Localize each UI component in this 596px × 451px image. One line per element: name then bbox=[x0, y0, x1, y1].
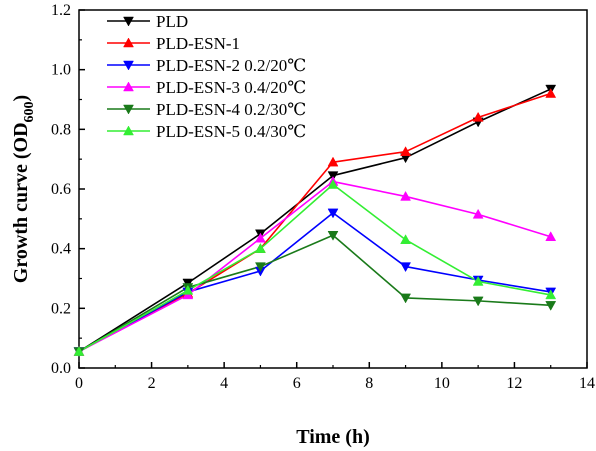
y-tick-label: 1.2 bbox=[51, 2, 71, 19]
data-point-series-6 bbox=[400, 234, 411, 244]
y-tick-label: 1.0 bbox=[51, 62, 71, 79]
data-point-series-5 bbox=[327, 230, 339, 241]
legend-item: PLD-ESN-3 0.4/20℃ bbox=[107, 78, 306, 97]
y-axis-title-main: Growth curve (OD bbox=[10, 122, 32, 283]
legend-label: PLD-ESN-5 0.4/30℃ bbox=[156, 122, 306, 141]
legend-item: PLD-ESN-2 0.2/20℃ bbox=[107, 56, 306, 75]
legend-label: PLD-ESN-2 0.2/20℃ bbox=[156, 56, 306, 75]
data-point-series-3 bbox=[400, 262, 411, 273]
legend-item: PLD-ESN-4 0.2/30℃ bbox=[107, 100, 306, 119]
data-point-series-2 bbox=[472, 111, 484, 122]
y-tick-label: 0.4 bbox=[51, 241, 71, 258]
legend-swatch-marker bbox=[123, 60, 134, 71]
y-tick-label: 0.8 bbox=[51, 121, 71, 138]
data-point-series-5 bbox=[255, 262, 266, 273]
legend-swatch-marker bbox=[123, 125, 134, 136]
data-point-series-6 bbox=[327, 179, 339, 189]
data-point-series-6 bbox=[73, 346, 85, 356]
x-tick-label: 14 bbox=[579, 375, 595, 392]
legend-swatch-marker bbox=[123, 16, 134, 27]
legend: PLD PLD-ESN-1 PLD-ESN-2 0.2/20℃ PLD-ESN-3 0… bbox=[107, 12, 306, 141]
y-tick-label: 0.0 bbox=[51, 360, 71, 377]
series-lines bbox=[78, 88, 552, 353]
legend-label: PLD-ESN-1 bbox=[156, 34, 240, 53]
x-tick-label: 10 bbox=[434, 375, 450, 392]
y-axis-title-close: ) bbox=[10, 95, 32, 102]
x-tick-label: 0 bbox=[75, 375, 83, 392]
series-line-4 bbox=[78, 180, 551, 353]
data-point-series-4 bbox=[545, 231, 557, 241]
legend-swatch-marker bbox=[123, 81, 134, 92]
data-point-series-2 bbox=[327, 156, 339, 167]
y-axis-title-subscript: 600 bbox=[22, 101, 37, 122]
y-tick-label: 0.6 bbox=[51, 181, 71, 198]
data-point-series-4 bbox=[255, 232, 266, 243]
data-point-series-5 bbox=[545, 301, 557, 311]
series-line-6 bbox=[78, 183, 551, 353]
x-tick-label: 2 bbox=[148, 375, 156, 392]
x-axis-title: Time (h) bbox=[296, 426, 370, 448]
x-tick-label: 6 bbox=[293, 375, 301, 392]
data-point-series-6 bbox=[255, 243, 266, 253]
data-point-series-3 bbox=[327, 208, 339, 219]
data-point-series-4 bbox=[400, 190, 411, 201]
data-point-series-5 bbox=[400, 293, 411, 304]
legend-item: PLD-ESN-5 0.4/30℃ bbox=[107, 122, 306, 141]
x-axis-ticks: 0 2 4 6 8 10 12 14 bbox=[75, 362, 595, 392]
legend-label: PLD-ESN-3 0.4/20℃ bbox=[156, 78, 306, 97]
series-line-5 bbox=[78, 234, 551, 353]
x-tick-label: 12 bbox=[506, 375, 522, 392]
legend-label: PLD bbox=[156, 12, 188, 31]
data-point-series-4 bbox=[472, 208, 484, 219]
data-point-series-6 bbox=[182, 284, 194, 295]
data-point-series-5 bbox=[472, 296, 484, 307]
x-tick-label: 8 bbox=[365, 375, 373, 392]
series-markers bbox=[73, 84, 557, 358]
y-axis-ticks: 0.0 0.2 0.4 0.6 0.8 1.0 1.2 bbox=[51, 2, 85, 377]
y-axis-title: Growth curve (OD600) bbox=[10, 95, 37, 283]
legend-swatch-marker bbox=[123, 37, 134, 48]
legend-item: PLD-ESN-1 bbox=[107, 34, 240, 53]
y-tick-label: 0.2 bbox=[51, 300, 71, 317]
x-tick-label: 4 bbox=[220, 375, 228, 392]
data-point-series-6 bbox=[545, 289, 557, 300]
data-point-series-2 bbox=[400, 146, 411, 156]
legend-label: PLD-ESN-4 0.2/30℃ bbox=[156, 100, 306, 119]
legend-swatch-marker bbox=[123, 104, 134, 115]
data-point-series-2 bbox=[545, 88, 557, 98]
legend-item: PLD bbox=[107, 12, 188, 31]
data-point-series-6 bbox=[472, 275, 484, 286]
